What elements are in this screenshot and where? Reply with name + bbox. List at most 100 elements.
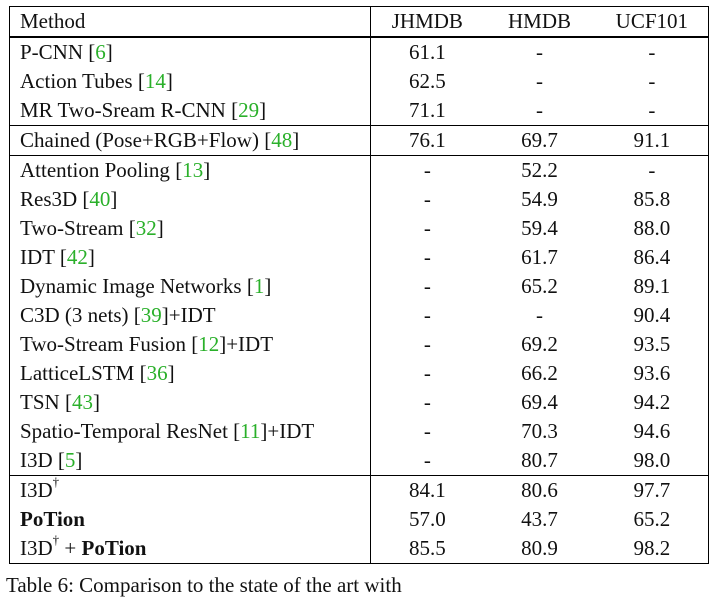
citation-link[interactable]: 13 <box>182 158 203 182</box>
score-ucf: 86.4 <box>596 243 709 272</box>
method-name: Two-Stream Fusion <box>20 332 186 356</box>
citation-link[interactable]: 6 <box>95 40 106 64</box>
method-cell: I3D† + PoTion <box>10 534 371 564</box>
method-name: LatticeLSTM <box>20 361 134 385</box>
method-cell: IDT [42] <box>10 243 371 272</box>
score-jhmdb: - <box>371 446 483 476</box>
score-ucf: 93.5 <box>596 330 709 359</box>
table-row: TSN [43] - 69.4 94.2 <box>10 388 709 417</box>
score-ucf: - <box>596 67 709 96</box>
citation-link[interactable]: 36 <box>147 361 168 385</box>
method-name: Attention Pooling <box>20 158 170 182</box>
results-table: Method JHMDB HMDB UCF101 P-CNN [6] 61.1- -… <box>9 6 709 564</box>
header-method: Method <box>10 7 371 38</box>
citation-link[interactable]: 48 <box>271 128 292 152</box>
plus-sign: + <box>59 536 81 560</box>
citation-link[interactable]: 40 <box>89 187 110 211</box>
score-ucf: 98.0 <box>596 446 709 476</box>
citation-link[interactable]: 11 <box>240 419 260 443</box>
score-hmdb: - <box>483 301 595 330</box>
score-ucf: 90.4 <box>596 301 709 330</box>
table-row: I3D† 84.1 80.6 97.7 <box>10 476 709 506</box>
score-ucf: 93.6 <box>596 359 709 388</box>
method-cell: Spatio-Temporal ResNet [11]+IDT <box>10 417 371 446</box>
table-row: LatticeLSTM [36] - 66.2 93.6 <box>10 359 709 388</box>
table-row: I3D [5] - 80.7 98.0 <box>10 446 709 476</box>
score-hmdb: 66.2 <box>483 359 595 388</box>
score-jhmdb: 84.1 <box>371 476 483 506</box>
table-row: MR Two-Sream R-CNN [29] 71.1 - - <box>10 96 709 126</box>
score-ucf: 98.2 <box>596 534 709 564</box>
method-cell: Res3D [40] <box>10 185 371 214</box>
score-hmdb: 70.3 <box>483 417 595 446</box>
score-jhmdb: 57.0 <box>371 505 483 534</box>
method-cell: Chained (Pose+RGB+Flow) [48] <box>10 126 371 156</box>
citation-link[interactable]: 29 <box>238 98 259 122</box>
method-name: Res3D <box>20 187 77 211</box>
method-cell: I3D† <box>10 476 371 506</box>
score-hmdb: - <box>483 67 595 96</box>
method-cell: PoTion <box>10 505 371 534</box>
header-jhmdb: JHMDB <box>371 7 483 38</box>
dagger-mark: † <box>53 532 60 547</box>
score-hmdb: 43.7 <box>483 505 595 534</box>
table-row: I3D† + PoTion 85.5 80.9 98.2 <box>10 534 709 564</box>
score-hmdb: 59.4 <box>483 214 595 243</box>
score-ucf: 65.2 <box>596 505 709 534</box>
method-name: Two-Stream <box>20 216 124 240</box>
score-ucf: 89.1 <box>596 272 709 301</box>
table-row: P-CNN [6] 61.1- - <box>10 37 709 67</box>
method-name: I3D <box>20 448 53 472</box>
citation-link[interactable]: 32 <box>136 216 157 240</box>
score-jhmdb: - <box>371 301 483 330</box>
citation-link[interactable]: 12 <box>198 332 219 356</box>
table-group: I3D† 84.1 80.6 97.7 PoTion 57.0 43.7 65.2 I3D† +… <box>10 476 709 564</box>
score-hmdb: - <box>483 96 595 126</box>
citation-link[interactable]: 14 <box>145 69 166 93</box>
method-name: C3D (3 nets) <box>20 303 129 327</box>
score-jhmdb: - <box>371 214 483 243</box>
table-row: IDT [42] - 61.7 86.4 <box>10 243 709 272</box>
method-cell: P-CNN [6] <box>10 37 371 67</box>
score-jhmdb: - <box>371 185 483 214</box>
score-jhmdb: - <box>371 243 483 272</box>
table-row: Action Tubes [14] 62.5 - - <box>10 67 709 96</box>
score-hmdb: 69.4 <box>483 388 595 417</box>
table-row: Chained (Pose+RGB+Flow) [48] 76.1 69.7 91.1 <box>10 126 709 156</box>
score-jhmdb: 61.1 <box>371 37 483 67</box>
header-hmdb: HMDB <box>483 7 595 38</box>
method-cell: Dynamic Image Networks [1] <box>10 272 371 301</box>
method-name: I3D <box>20 536 53 560</box>
method-cell: I3D [5] <box>10 446 371 476</box>
method-name: IDT <box>20 245 55 269</box>
score-ucf: 91.1 <box>596 126 709 156</box>
score-jhmdb: - <box>371 388 483 417</box>
dagger-mark: † <box>53 474 60 489</box>
citation-link[interactable]: 42 <box>67 245 88 269</box>
table-row: C3D (3 nets) [39]+IDT - -90.4 <box>10 301 709 330</box>
citation-link[interactable]: 39 <box>141 303 162 327</box>
method-cell: Two-Stream [32] <box>10 214 371 243</box>
method-cell: Two-Stream Fusion [12]+IDT <box>10 330 371 359</box>
score-jhmdb: 62.5 <box>371 67 483 96</box>
method-cell: Action Tubes [14] <box>10 67 371 96</box>
table-row: Two-Stream [32] - 59.4 88.0 <box>10 214 709 243</box>
citation-link[interactable]: 1 <box>254 274 265 298</box>
method-name: PoTion <box>20 507 85 531</box>
header-ucf101: UCF101 <box>596 7 709 38</box>
citation-link[interactable]: 5 <box>65 448 76 472</box>
score-hmdb: 54.9 <box>483 185 595 214</box>
score-jhmdb: - <box>371 156 483 186</box>
citation-link[interactable]: 43 <box>72 390 93 414</box>
method-name: TSN <box>20 390 60 414</box>
score-jhmdb: - <box>371 359 483 388</box>
score-hmdb: 80.6 <box>483 476 595 506</box>
score-ucf: 88.0 <box>596 214 709 243</box>
table-caption: Table 6: Comparison to the state of the … <box>6 570 402 600</box>
score-hmdb: 61.7 <box>483 243 595 272</box>
score-ucf: 94.2 <box>596 388 709 417</box>
method-name: I3D <box>20 478 53 502</box>
score-jhmdb: 76.1 <box>371 126 483 156</box>
method-cell: Attention Pooling [13] <box>10 156 371 186</box>
method-suffix: +IDT <box>226 332 273 356</box>
